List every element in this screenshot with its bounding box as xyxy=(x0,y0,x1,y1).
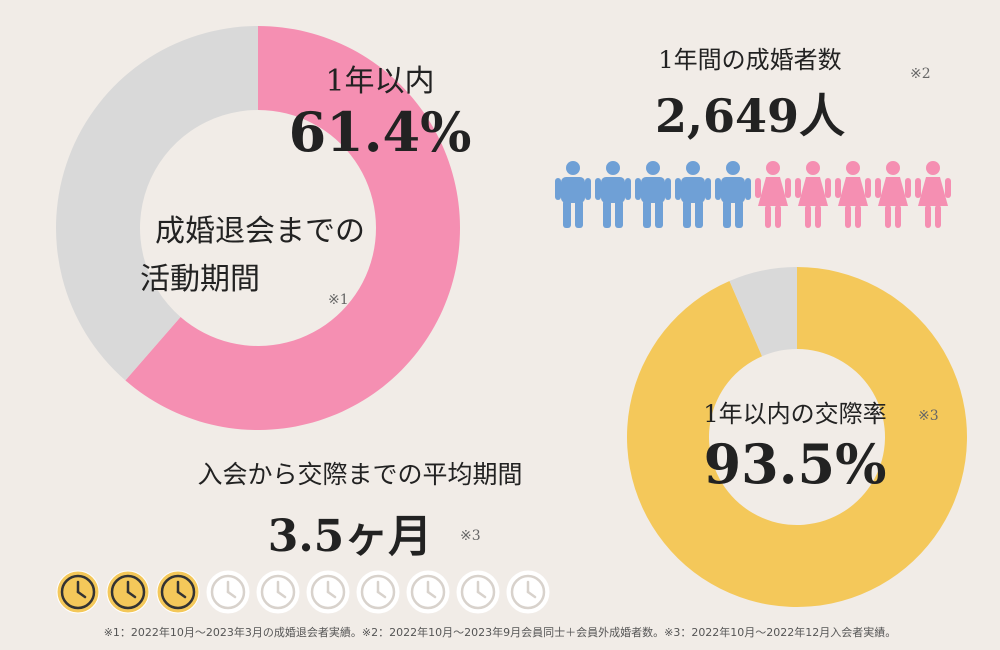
clock-icon xyxy=(356,570,400,614)
marriages-note: ※2 xyxy=(910,66,931,82)
male-icon xyxy=(635,161,671,228)
activity-center-title: 成婚退会までの xyxy=(155,214,365,249)
female-icon xyxy=(795,161,831,228)
clock-icon xyxy=(56,570,100,614)
female-icon xyxy=(875,161,911,228)
clock-icon xyxy=(156,570,200,614)
female-icon xyxy=(915,161,951,228)
clock-icon xyxy=(506,570,550,614)
footnote: ※1：2022年10月～2023年3月の成婚退会者実績。※2：2022年10月～… xyxy=(103,626,897,639)
dating-rate-slice-remainder xyxy=(729,267,797,357)
dating-rate-note: ※3 xyxy=(918,408,939,424)
marriages-value: 2,649人 xyxy=(654,89,846,143)
male-icon xyxy=(675,161,711,228)
dating-rate-donut-chart xyxy=(627,267,967,607)
male-icon xyxy=(595,161,631,228)
activity-center-subtitle: 活動期間 xyxy=(140,262,260,297)
people-icon-row xyxy=(555,160,951,228)
activity-value: 61.4% xyxy=(288,100,472,164)
clock-icon-row xyxy=(56,570,550,614)
clock-icon xyxy=(306,570,350,614)
activity-note: ※1 xyxy=(328,292,349,308)
clock-icon xyxy=(206,570,250,614)
avg-period-note: ※3 xyxy=(460,528,481,544)
marriages-title: 1年間の成婚者数 xyxy=(658,46,842,74)
activity-slice-within-1-year xyxy=(125,26,461,431)
male-icon xyxy=(715,161,751,228)
clock-icon xyxy=(406,570,450,614)
activity-donut-chart xyxy=(56,26,461,431)
avg-period-value: 3.5ヶ月 xyxy=(267,511,433,562)
dating-rate-value: 93.5% xyxy=(703,432,887,496)
activity-slice-remainder xyxy=(56,26,259,381)
dating-rate-slice xyxy=(627,267,967,607)
dating-rate-label: 1年以内の交際率 xyxy=(703,400,887,428)
male-icon xyxy=(555,161,591,228)
clock-icon xyxy=(106,570,150,614)
female-icon xyxy=(755,161,791,228)
clock-icon xyxy=(456,570,500,614)
avg-period-title: 入会から交際までの平均期間 xyxy=(197,460,523,489)
clock-icon xyxy=(256,570,300,614)
activity-label: 1年以内 xyxy=(325,64,435,99)
female-icon xyxy=(835,161,871,228)
